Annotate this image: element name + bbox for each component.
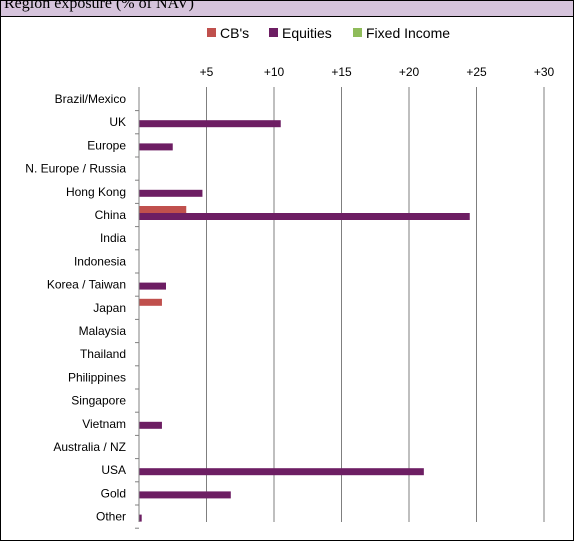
category-label-thailand: Thailand bbox=[80, 347, 126, 361]
category-labels: Brazil/Mexico UK Europe N. Europe / Russia H… bbox=[25, 92, 139, 529]
bar-equities-china bbox=[139, 213, 470, 220]
category-label-india: India bbox=[100, 231, 126, 245]
category-label-korea-taiwan: Korea / Taiwan bbox=[47, 278, 126, 292]
bars bbox=[139, 120, 470, 522]
bar-equities-usa bbox=[139, 468, 424, 476]
header-text: Region exposure (% of NAV) bbox=[4, 1, 194, 12]
legend-swatch-fixed-income bbox=[353, 28, 362, 37]
bar-equities-gold bbox=[139, 491, 231, 499]
category-label-brazil-mexico: Brazil/Mexico bbox=[55, 92, 127, 106]
legend-label-fixed-income: Fixed Income bbox=[366, 25, 450, 41]
x-tick-labels: +5 +10 +15 +20 +25 +30 bbox=[200, 65, 555, 79]
bar-cbs-china bbox=[139, 206, 187, 213]
category-label-uk: UK bbox=[109, 115, 126, 129]
x-tick-label-10: +10 bbox=[264, 65, 285, 79]
x-tick-label-20: +20 bbox=[399, 65, 420, 79]
category-label-usa: USA bbox=[101, 463, 126, 477]
category-label-japan: Japan bbox=[93, 301, 126, 315]
category-label-hong-kong: Hong Kong bbox=[66, 185, 126, 199]
x-tick-label-5: +5 bbox=[200, 65, 214, 79]
category-label-vietnam: Vietnam bbox=[82, 417, 126, 431]
bar-equities-hong-kong bbox=[139, 189, 203, 197]
x-tick-label-25: +25 bbox=[466, 65, 487, 79]
category-label-indonesia: Indonesia bbox=[74, 254, 126, 268]
x-tick-label-15: +15 bbox=[331, 65, 352, 79]
legend: CB's Equities Fixed Income bbox=[207, 25, 450, 41]
legend-label-equities: Equities bbox=[282, 25, 332, 41]
bar-equities-vietnam bbox=[139, 421, 162, 429]
legend-swatch-equities bbox=[269, 28, 278, 37]
bar-equities-uk bbox=[139, 120, 281, 128]
category-label-philippines: Philippines bbox=[68, 370, 126, 384]
category-label-n-europe-russia: N. Europe / Russia bbox=[25, 162, 126, 176]
bar-equities-other bbox=[139, 514, 142, 522]
category-label-europe: Europe bbox=[87, 138, 126, 152]
category-label-australia-nz: Australia / NZ bbox=[53, 440, 126, 454]
x-tick-label-30: +30 bbox=[534, 65, 555, 79]
category-label-other: Other bbox=[96, 510, 126, 524]
bar-equities-europe bbox=[139, 143, 173, 151]
category-label-gold: Gold bbox=[101, 486, 126, 500]
bar-equities-korea-taiwan bbox=[139, 282, 166, 290]
bar-cbs-japan bbox=[139, 298, 162, 306]
category-label-singapore: Singapore bbox=[71, 394, 126, 408]
header-strip: Region exposure (% of NAV) bbox=[1, 1, 573, 17]
grid-lines bbox=[206, 87, 545, 522]
legend-label-cb-s: CB's bbox=[220, 25, 249, 41]
legend-swatch-cb-s bbox=[207, 28, 216, 37]
category-label-china: China bbox=[95, 208, 127, 222]
category-label-malaysia: Malaysia bbox=[79, 324, 127, 338]
